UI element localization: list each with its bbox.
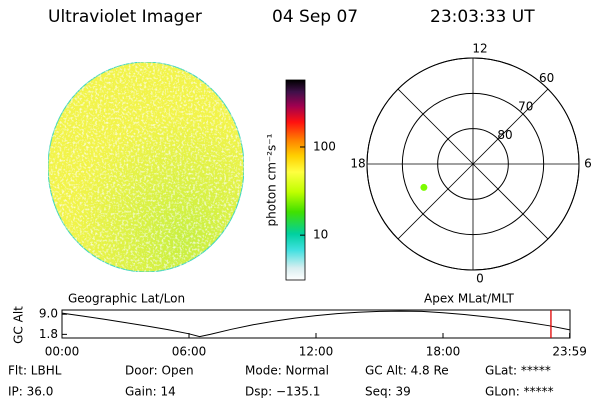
colorbar-label: photon cm⁻²s⁻¹ <box>265 133 279 226</box>
spoke <box>472 163 549 240</box>
x-tick-label: 12:00 <box>299 345 334 359</box>
x-tick-label: 06:00 <box>172 345 207 359</box>
time: 23:03:33 UT <box>430 7 535 27</box>
lat-ring <box>401 92 545 236</box>
altitude-line <box>61 310 571 338</box>
point <box>420 183 428 191</box>
x-tick-label: 23:59 <box>552 345 587 359</box>
lat-label: 60 <box>539 71 554 85</box>
status-field: GLon: ***** <box>485 385 554 399</box>
left-image-label: Geographic Lat/Lon <box>68 292 185 306</box>
spoke <box>472 88 549 165</box>
mlt-label: 18 <box>350 157 365 171</box>
colorbar <box>285 79 306 281</box>
spoke <box>397 88 474 165</box>
status-field: Flt: LBHL <box>8 364 62 378</box>
lat-label: 70 <box>518 100 533 114</box>
uv-image <box>47 61 245 273</box>
mlt-label: 0 <box>476 272 484 286</box>
y-tick-label: 1.8 <box>39 327 58 341</box>
colorbar-tick-label: 10 <box>313 228 328 242</box>
right-image-label: Apex MLat/MLT <box>424 292 514 306</box>
x-tick-label: 00:00 <box>45 345 80 359</box>
status-field: Door: Open <box>125 364 194 378</box>
colorbar-tick-label: 100 <box>313 139 336 153</box>
status-field: Dsp: −135.1 <box>245 385 320 399</box>
mlt-label: 6 <box>584 157 592 171</box>
x-tick-label: 18:00 <box>426 345 461 359</box>
spoke <box>397 163 474 240</box>
status-field: IP: 36.0 <box>8 385 53 399</box>
mlt-label: 12 <box>472 42 487 56</box>
status-field: Gain: 14 <box>125 385 176 399</box>
lat-ring <box>437 128 509 200</box>
status-field: GLat: ***** <box>485 364 551 378</box>
lat-ring <box>366 57 580 271</box>
status-field: GC Alt: 4.8 Re <box>365 364 449 378</box>
y-tick-label: 9.0 <box>39 307 58 321</box>
status-field: Mode: Normal <box>245 364 329 378</box>
instrument: Ultraviolet Imager <box>48 7 202 27</box>
lat-label: 80 <box>497 128 512 142</box>
y-axis-label: GC Alt <box>12 306 26 344</box>
status-field: Seq: 39 <box>365 385 411 399</box>
date: 04 Sep 07 <box>272 7 358 27</box>
